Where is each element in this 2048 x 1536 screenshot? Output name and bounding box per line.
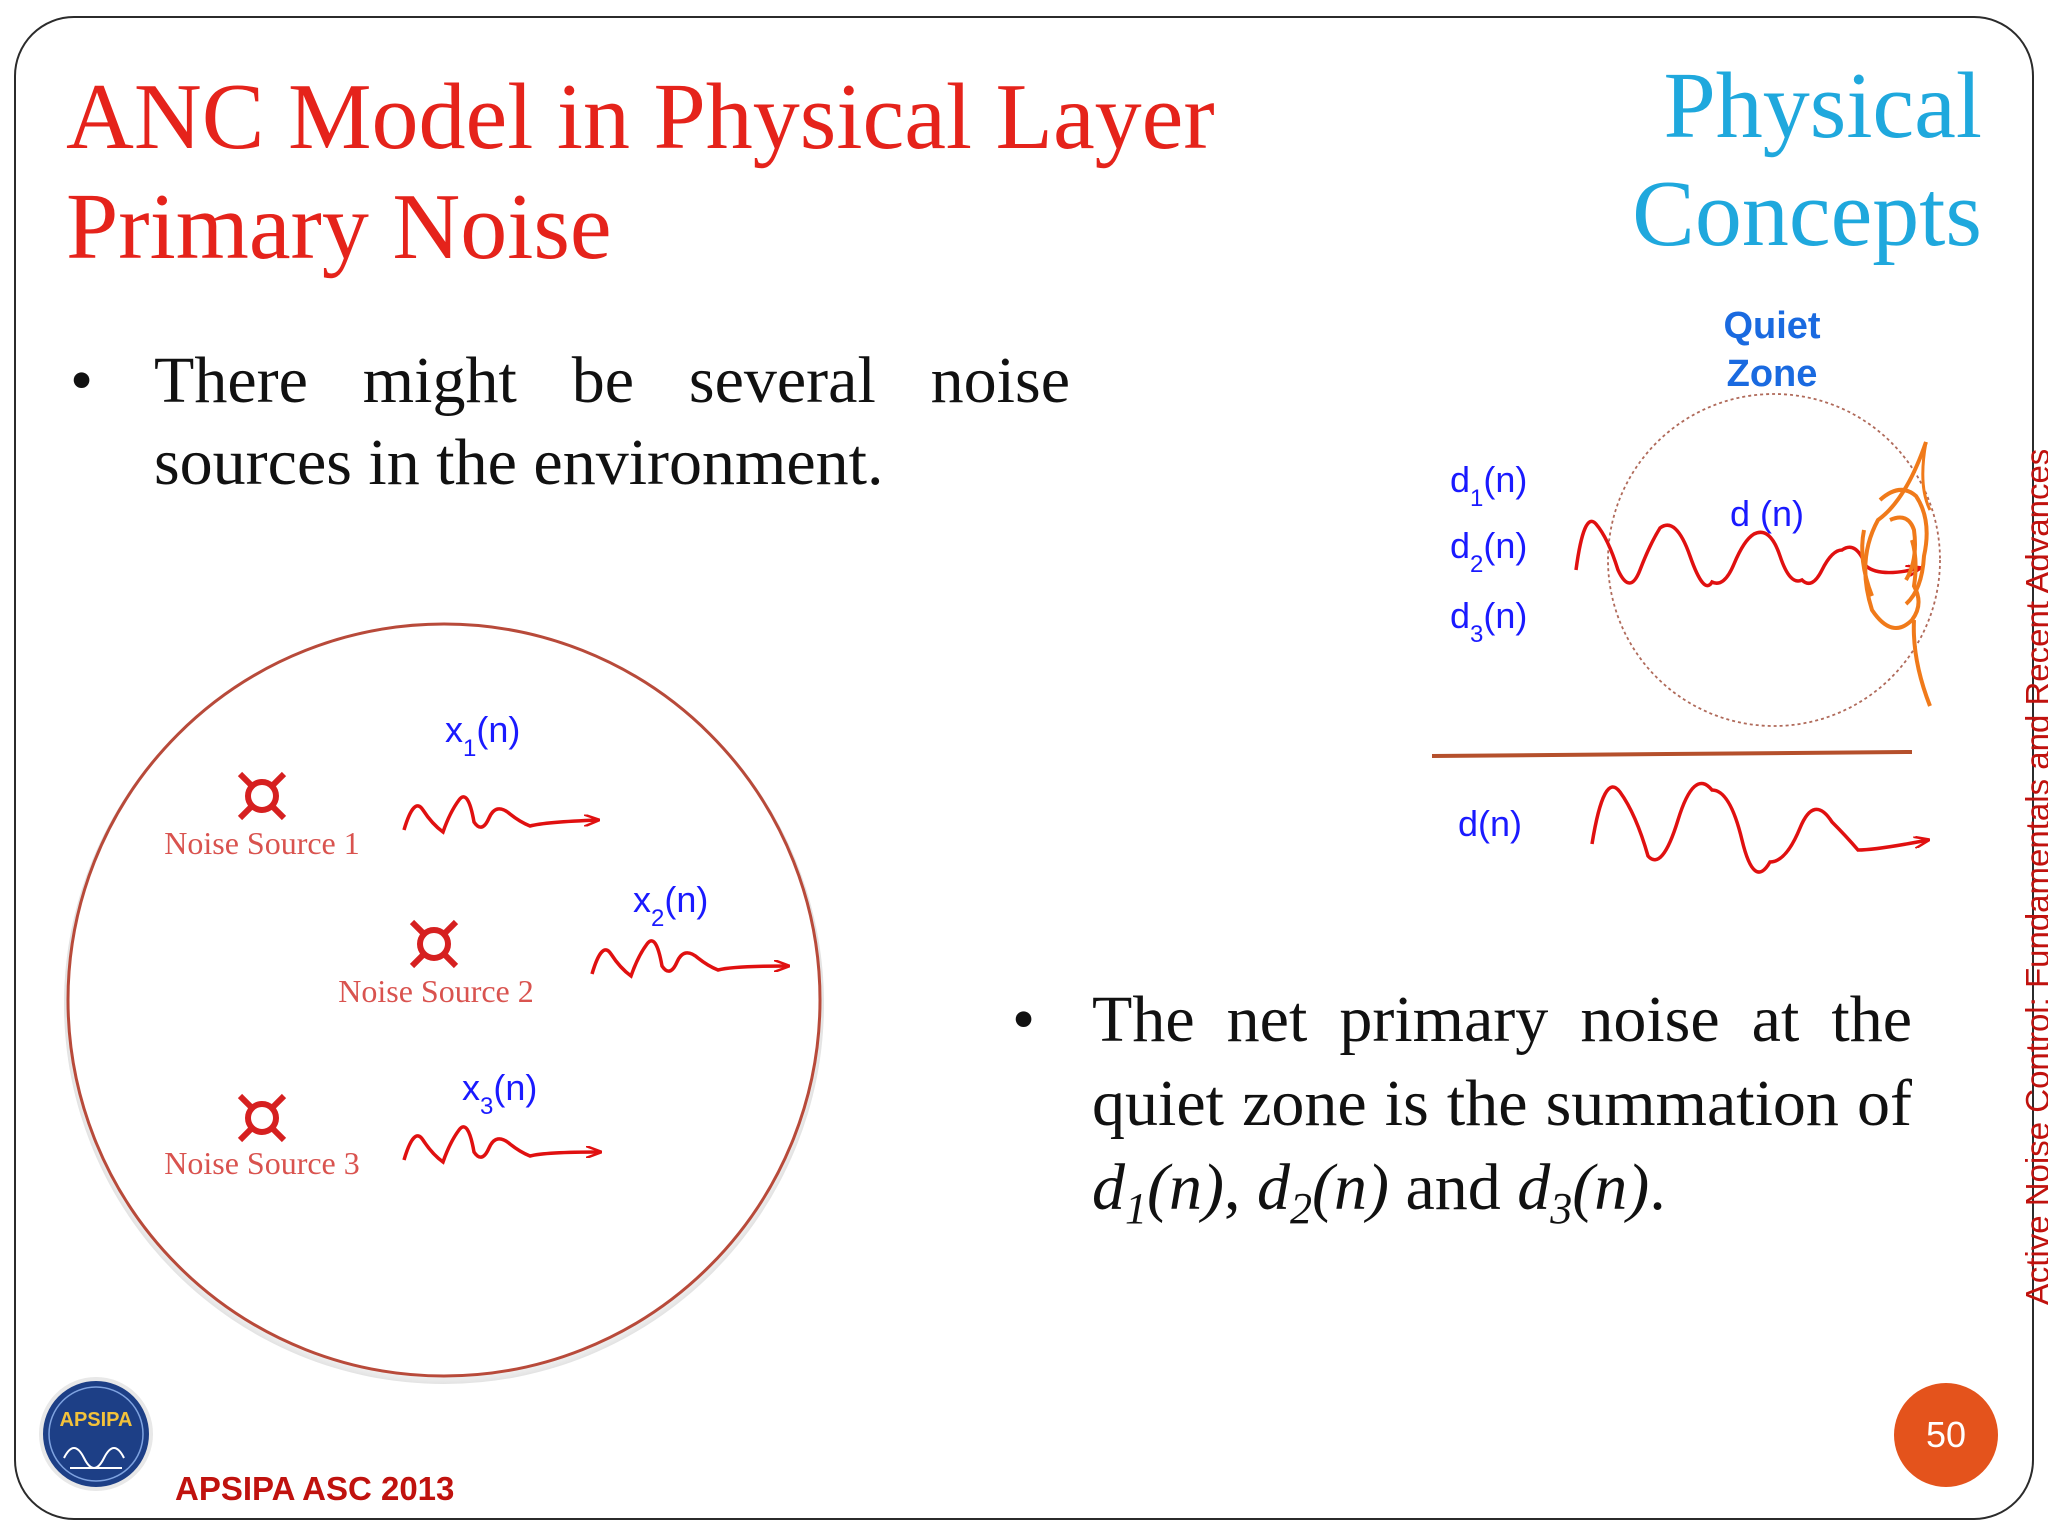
combined-wave-arrow <box>1574 519 1920 588</box>
d2-term: d2(n) <box>1256 1151 1389 1234</box>
section-title: Physical Concepts <box>1632 52 1982 268</box>
quiet-zone-label-2: Zone <box>1727 353 1818 395</box>
speaker-icon <box>409 919 459 969</box>
wave-arrow <box>402 795 598 835</box>
combined-signal-label: d (n) <box>1730 493 1804 534</box>
d3-label: d3(n) <box>1450 595 1527 648</box>
bullet-2-text: The net primary noise at the quiet zone … <box>1092 983 1912 1234</box>
ear-icon <box>1860 441 1932 707</box>
output-wave-arrow <box>1590 781 1928 874</box>
noise-source-2: Noise Source 2 x2(n) <box>338 879 788 1009</box>
svg-text:APSIPA: APSIPA <box>60 1409 133 1431</box>
speaker-icon <box>237 771 287 821</box>
quiet-zone-label-1: Quiet <box>1723 305 1820 347</box>
footer-text: APSIPA ASC 2013 <box>175 1470 455 1507</box>
title-line-1: ANC Model in Physical Layer <box>66 65 1215 169</box>
bullet-1-text: There might be several noise sources in … <box>154 344 1070 499</box>
wave-arrow <box>402 1125 600 1165</box>
page-number-badge: 50 <box>1894 1383 1998 1487</box>
signal-label: x2(n) <box>633 879 708 932</box>
wave-arrow <box>590 939 788 979</box>
d3-term: d3(n) <box>1517 1151 1650 1234</box>
output-signal-label: d(n) <box>1458 803 1522 844</box>
speaker-icon <box>237 1093 287 1143</box>
d1-label: d1(n) <box>1450 459 1527 512</box>
noise-source-label: Noise Source 3 <box>164 1145 360 1181</box>
signal-label: x3(n) <box>462 1067 537 1120</box>
divider-line <box>1431 750 1913 758</box>
signal-label: x1(n) <box>445 709 520 762</box>
title-line-2: Primary Noise <box>66 175 612 279</box>
bullet-dot-icon: • <box>70 344 94 417</box>
environment-diagram: Noise Source 1 x1(n) Noise Source 2 x2(n… <box>64 622 824 1384</box>
d1-term: d1(n) <box>1092 1151 1224 1234</box>
section-line-2: Concepts <box>1632 162 1982 266</box>
d2-label: d2(n) <box>1450 525 1527 578</box>
section-line-1: Physical <box>1663 54 1982 158</box>
noise-source-3: Noise Source 3 x3(n) <box>164 1067 600 1181</box>
noise-source-label: Noise Source 1 <box>164 825 360 861</box>
noise-source-label: Noise Source 2 <box>338 973 534 1009</box>
noise-source-1: Noise Source 1 x1(n) <box>164 709 598 861</box>
apsipa-logo: APSIPA <box>38 1376 154 1492</box>
slide-title: ANC Model in Physical Layer Primary Nois… <box>66 62 1215 282</box>
quiet-zone-circle <box>1607 393 1941 727</box>
environment-circle <box>66 622 822 1378</box>
bullet-dot-icon: • <box>1012 983 1036 1056</box>
quiet-zone-diagram: Quiet Zone d1(n) d2(n) d3(n) d (n) d(n) <box>1431 305 1941 874</box>
bullet-2-prefix: The net primary noise at the quiet zone … <box>1092 983 1912 1140</box>
